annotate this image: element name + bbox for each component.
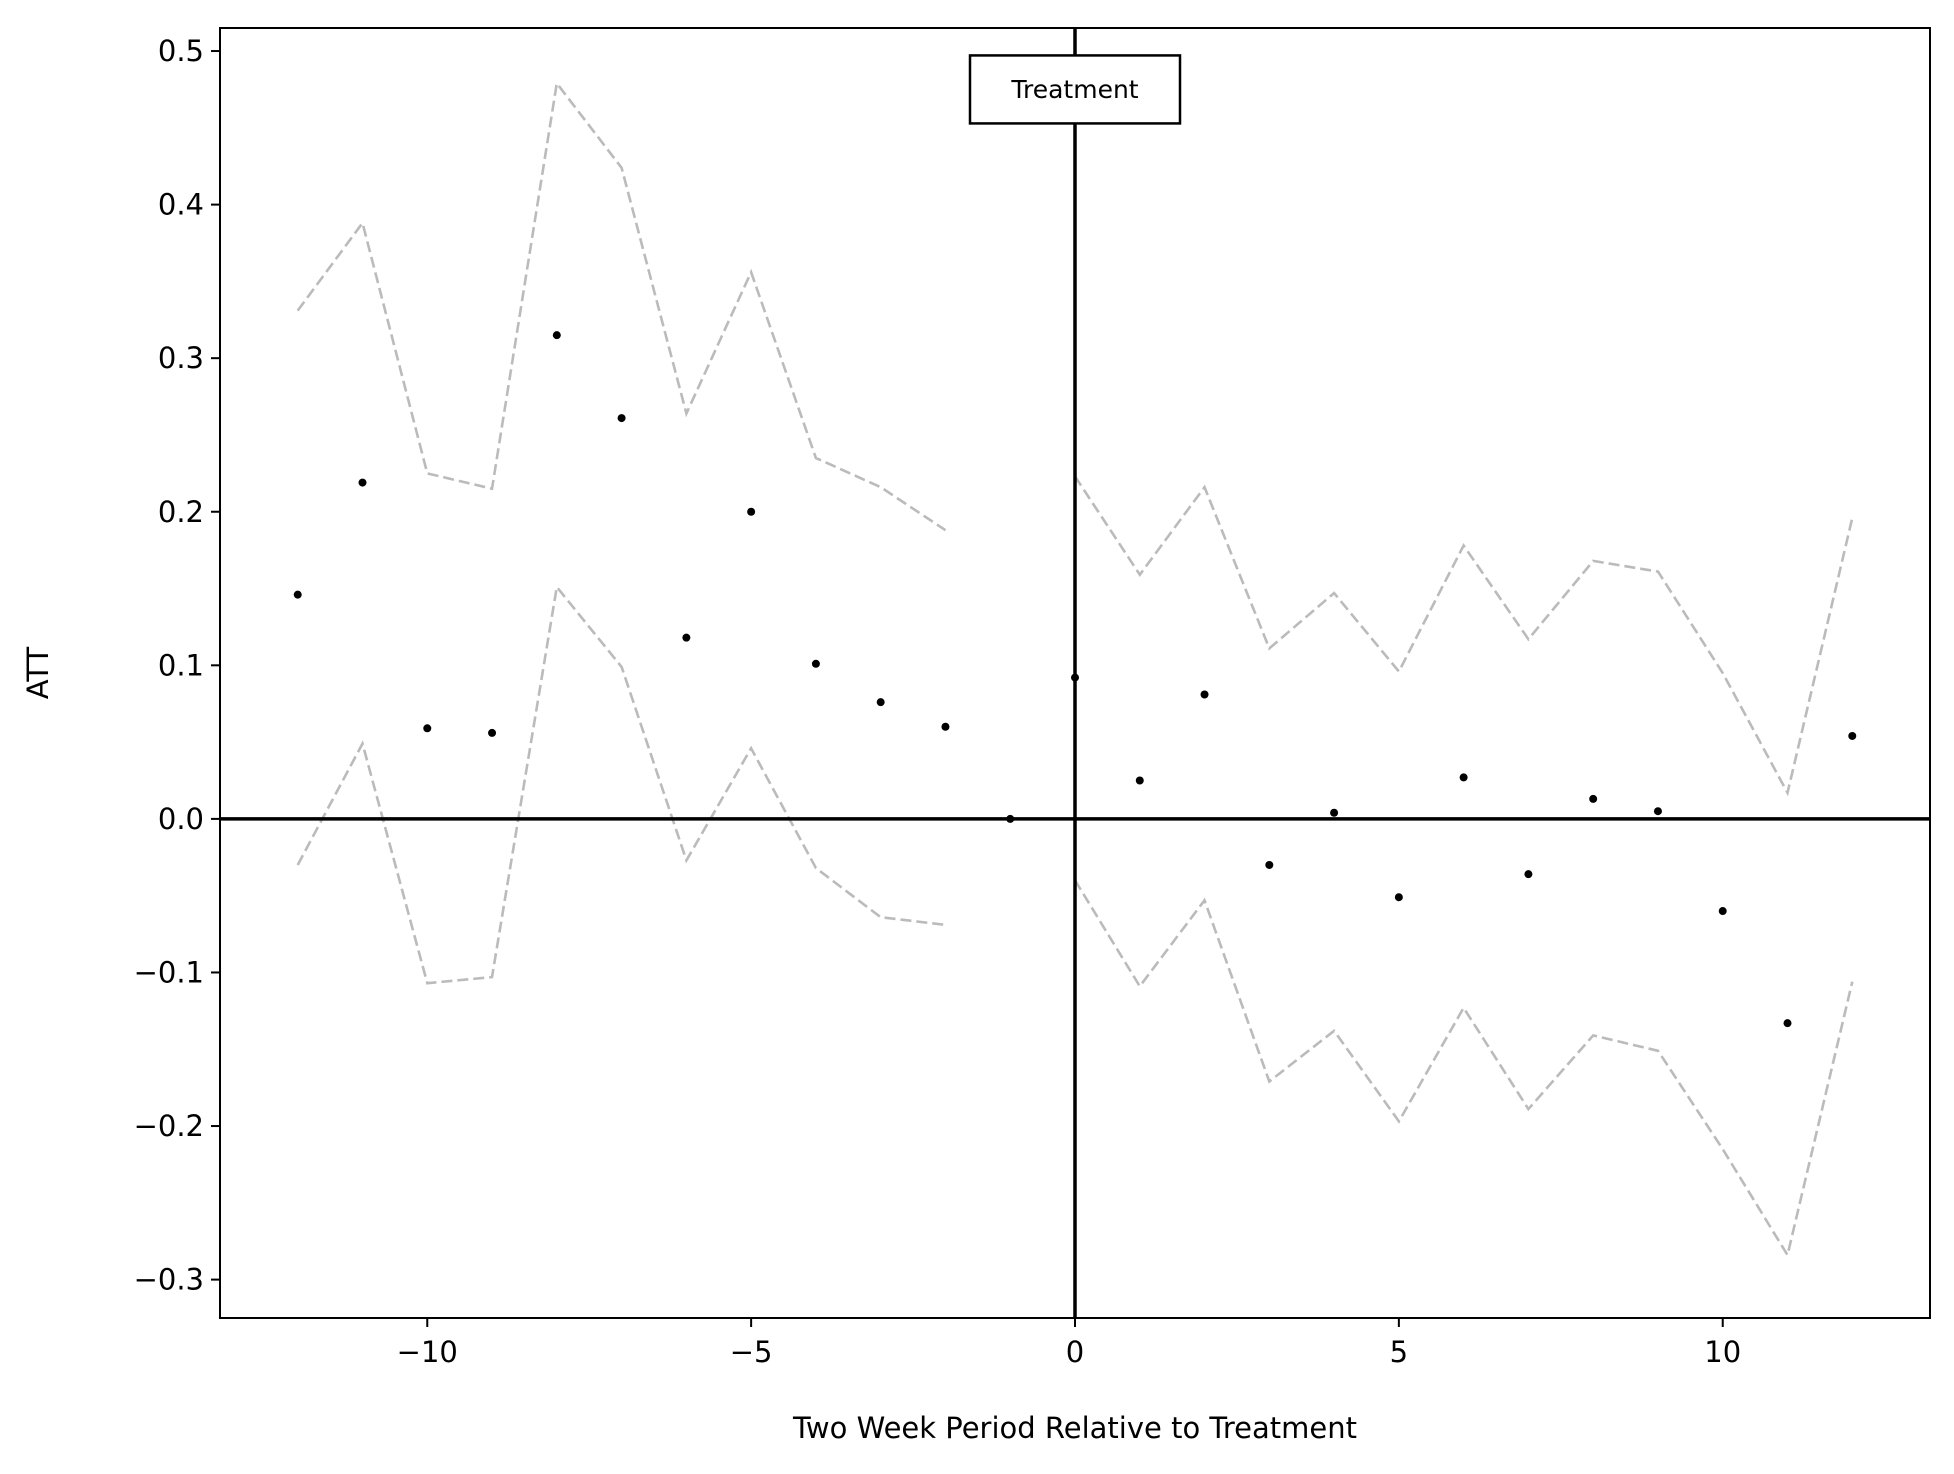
estimate-point [811, 659, 820, 668]
y-tick-label: −0.3 [134, 1263, 204, 1297]
lower-bound-line-0 [296, 583, 946, 985]
estimate-point [423, 724, 432, 733]
estimate-point [1524, 870, 1533, 879]
x-tick-label: −10 [397, 1335, 458, 1369]
confidence-bounds [296, 80, 1854, 1259]
y-tick-label: 0.3 [158, 341, 204, 375]
x-tick-label: 10 [1704, 1335, 1741, 1369]
estimate-point [358, 478, 367, 487]
y-tick-label: −0.2 [134, 1109, 204, 1143]
y-tick-label: 0.0 [158, 802, 204, 836]
y-tick-label: 0.5 [158, 34, 204, 68]
estimate-point [1718, 907, 1727, 916]
y-axis-label: ATT [21, 646, 55, 699]
estimate-point [617, 414, 626, 423]
treatment-annotation: Treatment [968, 54, 1182, 125]
estimate-point [488, 728, 497, 737]
estimate-point [1653, 807, 1662, 816]
estimate-point [876, 698, 885, 707]
estimate-point [747, 507, 756, 516]
annotation-box [968, 54, 1182, 125]
estimate-point [1071, 673, 1079, 682]
estimate-point [1006, 814, 1015, 823]
x-axis-label: Two Week Period Relative to Treatment [792, 1411, 1357, 1445]
estimate-point [1394, 893, 1403, 902]
estimate-point [1265, 860, 1274, 869]
x-tick-label: 0 [1066, 1335, 1084, 1369]
lower-bound-line-1 [1073, 879, 1854, 1259]
estimate-point [1589, 794, 1598, 803]
x-axis-ticks: −10 −5 0 5 10 [397, 1318, 1741, 1369]
annotation-text: Treatment [1010, 75, 1138, 104]
x-tick-label: −5 [730, 1335, 773, 1369]
estimate-point [682, 633, 691, 642]
estimate-points [293, 331, 1857, 1028]
estimate-point [1200, 690, 1209, 699]
y-tick-label: 0.1 [158, 648, 204, 682]
reference-lines [220, 28, 1930, 1318]
estimate-point [293, 590, 302, 599]
estimate-point [1330, 808, 1339, 817]
y-tick-label: 0.4 [158, 188, 204, 222]
estimate-point [1135, 776, 1144, 785]
upper-bound-line-1 [1073, 475, 1854, 797]
estimate-point [941, 722, 950, 731]
estimate-point [1783, 1019, 1792, 1028]
upper-bound-line-0 [296, 80, 947, 532]
y-tick-label: −0.1 [134, 955, 204, 989]
estimate-point [1459, 773, 1468, 782]
y-tick-label: 0.2 [158, 495, 204, 529]
estimate-point [552, 331, 561, 340]
estimate-point [1848, 731, 1857, 740]
y-axis-ticks: −0.3 −0.2 −0.1 0.0 0.1 0.2 0.3 0.4 0.5 [134, 34, 220, 1297]
x-tick-label: 5 [1390, 1335, 1408, 1369]
